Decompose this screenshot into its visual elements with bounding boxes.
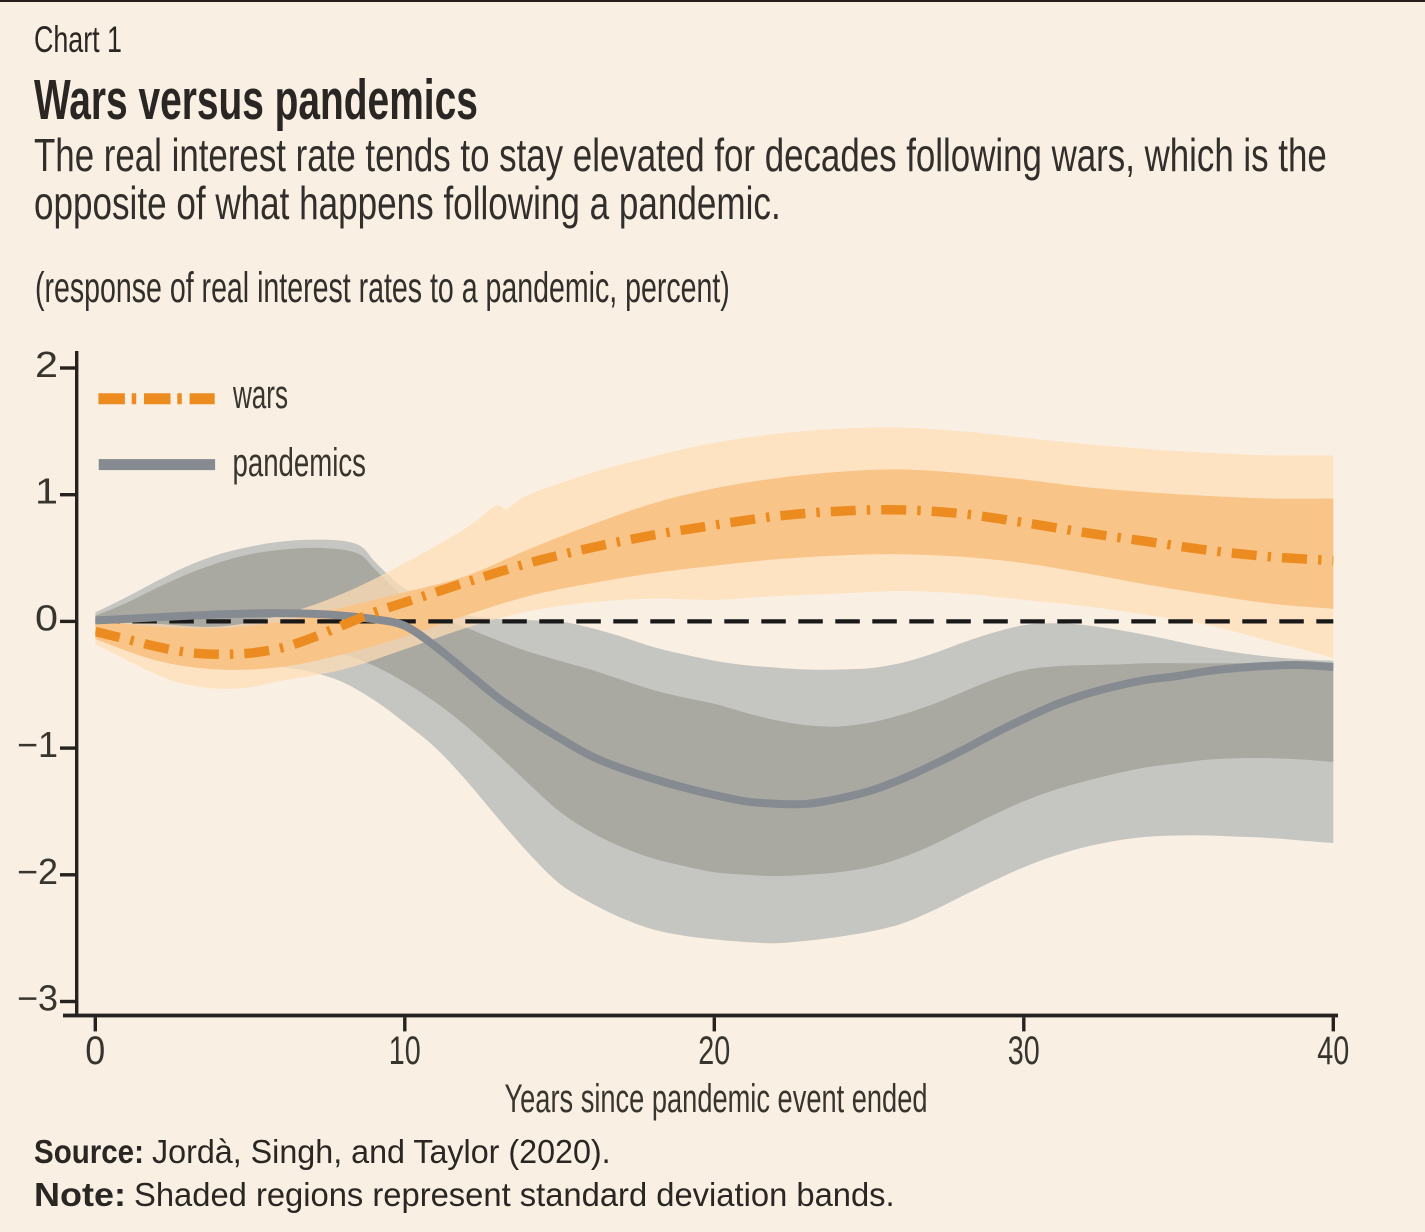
svg-text:Wars versus pandemics: Wars versus pandemics — [34, 69, 478, 132]
svg-text:−3: −3 — [17, 977, 58, 1018]
svg-text:Years since pandemic event end: Years since pandemic event ended — [504, 1077, 927, 1121]
svg-text:pandemics: pandemics — [233, 441, 366, 485]
svg-text:Jordà, Singh, and Taylor (2020: Jordà, Singh, and Taylor (2020). — [152, 1133, 611, 1170]
svg-text:2: 2 — [35, 345, 58, 385]
svg-text:wars: wars — [232, 372, 288, 417]
svg-text:30: 30 — [1008, 1028, 1040, 1073]
svg-text:opposite of what happens follo: opposite of what happens following a pan… — [34, 177, 781, 229]
svg-text:0: 0 — [35, 599, 58, 639]
svg-text:10: 10 — [389, 1028, 421, 1073]
svg-text:20: 20 — [698, 1028, 730, 1073]
svg-text:The real interest rate tends t: The real interest rate tends to stay ele… — [34, 129, 1327, 181]
svg-text:Shaded regions represent stand: Shaded regions represent standard deviat… — [134, 1176, 895, 1213]
svg-text:−2: −2 — [17, 851, 58, 892]
svg-text:(response of real interest rat: (response of real interest rates to a pa… — [35, 263, 730, 311]
svg-text:Source:: Source: — [34, 1133, 144, 1170]
svg-text:Note:: Note: — [34, 1177, 126, 1213]
svg-text:0: 0 — [85, 1029, 105, 1073]
svg-text:−1: −1 — [17, 724, 58, 765]
svg-text:1: 1 — [35, 472, 58, 512]
svg-text:Chart 1: Chart 1 — [34, 17, 122, 60]
svg-text:40: 40 — [1317, 1028, 1349, 1073]
